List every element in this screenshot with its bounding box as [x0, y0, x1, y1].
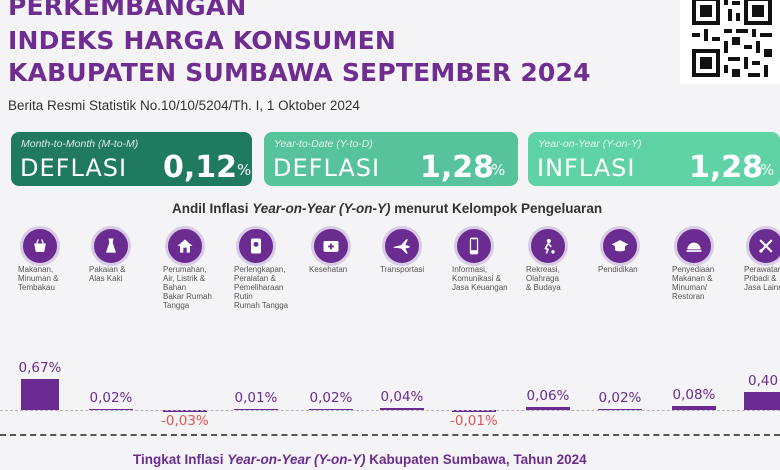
category-label: Perawatan Pribadi & Jasa Lainnya	[744, 265, 780, 292]
card-kind: DEFLASI	[20, 154, 128, 182]
card-year-to-date: Year-to-Date (Y-to-D) DEFLASI 1,28 %	[264, 132, 518, 186]
bar	[744, 391, 780, 410]
grooming-tools-icon	[746, 226, 780, 266]
footer-divider	[0, 434, 780, 436]
first-aid-icon	[311, 226, 351, 266]
data-label: 0,02%	[89, 389, 133, 406]
footer-italic: Year-on-Year (Y-on-Y)	[227, 452, 366, 467]
chart-heading-italic: Year-on-Year (Y-on-Y)	[252, 201, 391, 216]
bar	[672, 406, 716, 410]
dress-icon	[91, 226, 131, 266]
footer-prefix: Tingkat Inflasi	[133, 452, 228, 467]
card-unit: %	[760, 161, 775, 179]
category-label: Makanan, Minuman & Tembakau	[18, 265, 59, 292]
footer-suffix: Kabupaten Sumbawa, Tahun 2024	[365, 452, 587, 467]
title-line-2: INDEKS HARGA KONSUMEN	[8, 26, 397, 55]
data-label: 0,40	[748, 372, 779, 389]
bar	[380, 408, 424, 410]
title-line-3: KABUPATEN SUMBAWA SEPTEMBER 2024	[8, 58, 591, 87]
graduation-cap-icon	[600, 226, 640, 266]
card-kind: DEFLASI	[273, 154, 381, 182]
card-caption: Month-to-Month (M-to-M)	[21, 138, 139, 150]
smartphone-icon	[454, 226, 494, 266]
qr-code[interactable]	[680, 0, 780, 84]
bar	[89, 408, 133, 410]
airplane-icon	[382, 226, 422, 266]
data-label: -0,01%	[450, 413, 498, 429]
card-caption: Year-to-Date (Y-to-D)	[274, 138, 373, 150]
category-label: Pakaian & Alas Kaki	[89, 265, 126, 283]
data-label: 0,67%	[18, 360, 62, 377]
card-caption: Year-on-Year (Y-on-Y)	[538, 138, 642, 150]
card-month-to-month: Month-to-Month (M-to-M) DEFLASI 0,12 %	[11, 132, 252, 186]
groceries-icon	[20, 226, 60, 266]
soccer-icon	[528, 226, 568, 266]
category-label: Kesehatan	[309, 265, 348, 274]
category-label: Informasi, Komunikasi & Jasa Keuangan	[452, 265, 508, 292]
category-label: Penyediaan Makanan & Minuman/ Restoran	[672, 265, 715, 301]
card-value: 1,28	[689, 150, 764, 185]
bar	[598, 408, 642, 410]
bar	[526, 407, 570, 410]
qr-code-icon	[688, 0, 776, 81]
data-label: 0,02%	[309, 389, 353, 406]
category-label: Perumahan, Air, Listrik & Bahan Bakar Ru…	[163, 265, 212, 310]
title-line-1: PERKEMBANGAN	[8, 0, 247, 21]
house-icon	[165, 226, 205, 266]
data-label: 0,01%	[234, 389, 278, 406]
bar	[309, 408, 353, 410]
category-label: Pendidikan	[598, 265, 638, 274]
data-label: 0,06%	[526, 388, 570, 405]
data-label: -0,03%	[161, 413, 209, 429]
card-value: 1,28	[420, 150, 495, 185]
card-kind: INFLASI	[537, 154, 636, 182]
chart-heading: Andil Inflasi Year-on-Year (Y-on-Y) menu…	[172, 201, 602, 216]
chart-heading-prefix: Andil Inflasi	[172, 201, 253, 216]
category-label: Transportasi	[380, 265, 425, 274]
chart-heading-suffix: menurut Kelompok Pengeluaran	[390, 201, 603, 216]
footer-caption: Tingkat Inflasi Year-on-Year (Y-on-Y) Ka…	[133, 452, 587, 467]
data-label: 0,04%	[380, 389, 424, 406]
chart-baseline	[0, 410, 780, 411]
card-unit: %	[237, 161, 252, 179]
card-year-on-year: Year-on-Year (Y-on-Y) INFLASI 1,28 %	[528, 132, 780, 186]
data-label: 0,02%	[598, 389, 642, 406]
bar	[21, 379, 59, 410]
appliance-icon	[236, 226, 276, 266]
restaurant-icon	[674, 226, 714, 266]
category-label: Rekreasi, Olahraga & Budaya	[526, 265, 561, 292]
bar	[234, 408, 278, 410]
release-subtitle: Berita Resmi Statistik No.10/10/5204/Th.…	[8, 98, 360, 113]
card-unit: %	[491, 161, 506, 179]
category-label: Perlengkapan, Peralatan & Pemeliharaan R…	[234, 265, 289, 310]
data-label: 0,08%	[672, 387, 716, 404]
card-value: 0,12	[163, 150, 238, 185]
